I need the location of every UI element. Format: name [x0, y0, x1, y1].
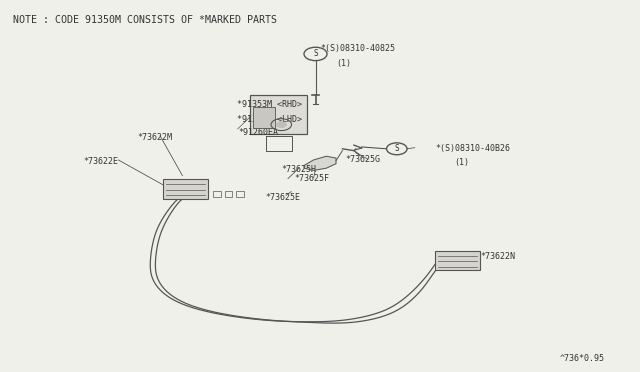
Text: *73622E: *73622E: [83, 157, 118, 166]
Bar: [213, 191, 221, 197]
Text: NOTE : CODE 91350M CONSISTS OF *MARKED PARTS: NOTE : CODE 91350M CONSISTS OF *MARKED P…: [13, 15, 277, 25]
Text: *73625E: *73625E: [266, 193, 301, 202]
Text: *73625F: *73625F: [294, 174, 330, 183]
Text: (1): (1): [454, 158, 469, 167]
Text: S: S: [313, 49, 318, 58]
Bar: [435, 251, 480, 270]
Bar: [250, 95, 307, 134]
Circle shape: [276, 122, 287, 128]
Text: *91353M <RHD>: *91353M <RHD>: [237, 100, 302, 109]
Text: *91260EA: *91260EA: [238, 128, 278, 137]
Text: *73625G: *73625G: [346, 155, 381, 164]
Text: *(S)08310-40B26: *(S)08310-40B26: [435, 144, 510, 153]
Bar: [253, 107, 275, 128]
Text: *73622M: *73622M: [138, 133, 173, 142]
Text: (1): (1): [336, 59, 351, 68]
Text: *91353N <LHD>: *91353N <LHD>: [237, 115, 302, 124]
Text: S: S: [394, 144, 399, 153]
Bar: [236, 191, 244, 197]
Text: *(S)08310-40825: *(S)08310-40825: [320, 44, 395, 53]
Text: *73622N: *73622N: [480, 252, 515, 261]
Bar: [163, 179, 208, 199]
Bar: [225, 191, 232, 197]
Text: ^736*0.95: ^736*0.95: [560, 354, 605, 363]
Text: *73625H: *73625H: [282, 165, 317, 174]
Polygon shape: [304, 156, 336, 170]
